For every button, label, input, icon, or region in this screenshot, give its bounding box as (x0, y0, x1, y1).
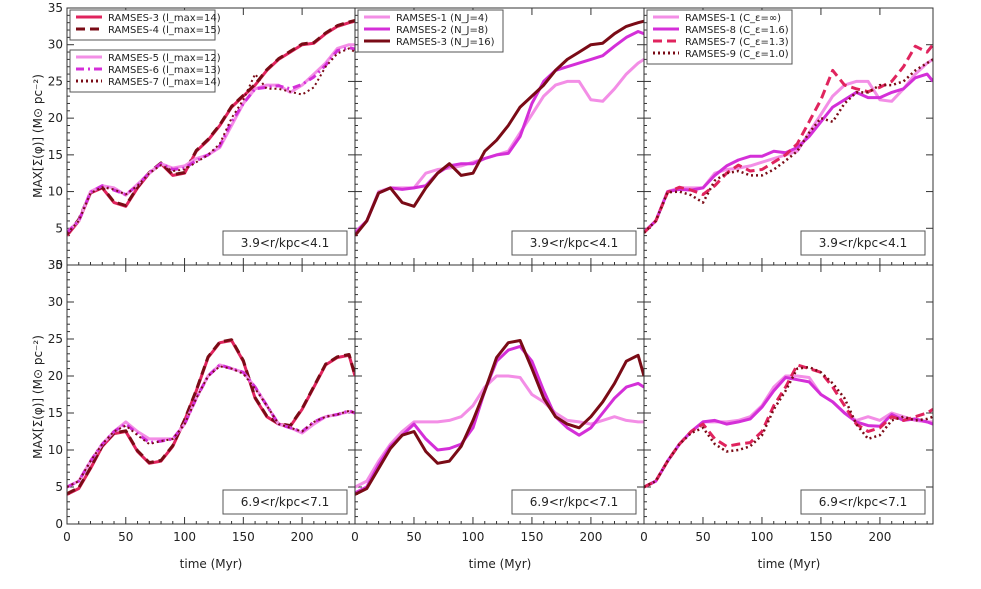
y-tick-label: 35 (48, 1, 63, 15)
region-label: 3.9<r/kpc<4.1 (819, 236, 907, 250)
legend-label: RAMSES-1 (C_ε=∞) (685, 13, 781, 24)
legend-box (646, 9, 793, 65)
x-tick-label: 50 (406, 530, 421, 544)
legend-label: RAMSES-3 (l_max=14) (108, 13, 221, 24)
series-group (355, 19, 644, 237)
legend-label: RAMSES-3 (N_J=16) (396, 37, 495, 48)
x-tick-label: 0 (63, 530, 71, 544)
x-tick-label: 200 (868, 530, 891, 544)
x-axis-label-middle: time (Myr) (469, 557, 532, 571)
x-tick-label: 100 (462, 530, 485, 544)
y-axis-label-top: MAX[Σ(φ)] (M⊙ pc⁻²) (31, 74, 45, 198)
series-line (644, 363, 933, 489)
series-line (644, 374, 933, 489)
legend-label: RAMSES-2 (N_J=8) (396, 25, 488, 36)
series-line (67, 339, 355, 496)
legend-label: RAMSES-8 (C_ε=1.6) (685, 25, 789, 36)
panel-frame (643, 264, 934, 525)
y-tick-label: 10 (48, 185, 63, 199)
legend-box (69, 9, 216, 41)
region-label: 3.9<r/kpc<4.1 (241, 236, 329, 250)
series-line (644, 365, 933, 489)
y-tick-label: 15 (48, 406, 63, 420)
panel-bottom-right: 0 50 100 150 200 6.9<r/kpc<7.1 (640, 264, 934, 544)
x-tick-label: 150 (809, 530, 832, 544)
series-line (644, 58, 933, 234)
x-tick-label: 150 (520, 530, 543, 544)
region-label-box (800, 489, 926, 515)
x-tick-label: 150 (232, 530, 255, 544)
series-group (67, 338, 355, 496)
y-tick-label: 25 (48, 74, 63, 88)
x-tick-label: 50 (695, 530, 710, 544)
x-tick-label: 100 (173, 530, 196, 544)
series-group (67, 19, 355, 237)
series-line (355, 19, 644, 237)
series-line (67, 19, 355, 236)
y-tick-label: 30 (48, 295, 63, 309)
x-tick-label: 100 (751, 530, 774, 544)
series-line (67, 365, 355, 488)
region-label-box (800, 230, 926, 256)
panel-frame (66, 264, 356, 525)
region-label-box (511, 489, 637, 515)
x-axis-label-right: time (Myr) (758, 557, 821, 571)
y-tick-label: 35 (48, 258, 63, 272)
region-label: 6.9<r/kpc<7.1 (819, 495, 907, 509)
y-tick-label: 25 (48, 332, 63, 346)
y-tick-label: 20 (48, 111, 63, 125)
region-label: 6.9<r/kpc<7.1 (241, 495, 329, 509)
series-line (355, 58, 644, 234)
region-label: 6.9<r/kpc<7.1 (530, 495, 618, 509)
y-tick-label: 5 (55, 221, 63, 235)
panel-top-right: RAMSES-1 (C_ε=∞)RAMSES-8 (C_ε=1.6)RAMSES… (643, 7, 934, 266)
series-line (644, 376, 933, 489)
series-line (355, 374, 644, 489)
y-tick-label: 20 (48, 369, 63, 383)
y-tick-label: 5 (55, 480, 63, 494)
series-line (67, 363, 355, 489)
panel-frame (354, 264, 645, 525)
y-axis-label-bottom: MAX[Σ(φ)] (M⊙ pc⁻²) (31, 335, 45, 459)
legend-label: RAMSES-7 (C_ε=1.3) (685, 37, 789, 48)
region-label-box (511, 230, 637, 256)
x-tick-label: 200 (291, 530, 314, 544)
series-group (355, 339, 644, 496)
series-line (644, 43, 933, 234)
series-line (355, 30, 644, 235)
x-tick-label: 50 (118, 530, 133, 544)
legend-label: RAMSES-6 (l_max=13) (108, 65, 221, 76)
legend-label: RAMSES-5 (l_max=12) (108, 53, 221, 64)
y-tick-label: 15 (48, 148, 63, 162)
legend-label: RAMSES-4 (l_max=15) (108, 25, 221, 36)
legend-label: RAMSES-1 (N_J=4) (396, 13, 488, 24)
panel-bottom-middle: 0 50 100 150 200 6.9<r/kpc<7.1 (351, 264, 645, 544)
region-label-box (222, 489, 348, 515)
series-line (67, 338, 355, 496)
y-tick-label: 10 (48, 443, 63, 457)
panel-top-middle: RAMSES-1 (N_J=4)RAMSES-2 (N_J=8)RAMSES-3… (354, 7, 645, 266)
region-label-box (222, 230, 348, 256)
series-line (355, 339, 644, 496)
x-axis-label-left: time (Myr) (180, 557, 243, 571)
legend-label: RAMSES-9 (C_ε=1.0) (685, 49, 789, 60)
x-tick-label: 0 (351, 530, 359, 544)
x-tick-label: 200 (579, 530, 602, 544)
y-tick-label: 30 (48, 38, 63, 52)
series-line (644, 58, 933, 234)
y-tick-label: 0 (55, 517, 63, 531)
x-tick-label: 0 (640, 530, 648, 544)
legend-label: RAMSES-7 (l_max=14) (108, 77, 221, 88)
y-tick-label: 0 (55, 258, 63, 272)
series-group (644, 363, 933, 489)
region-label: 3.9<r/kpc<4.1 (530, 236, 618, 250)
series-group (644, 43, 933, 234)
